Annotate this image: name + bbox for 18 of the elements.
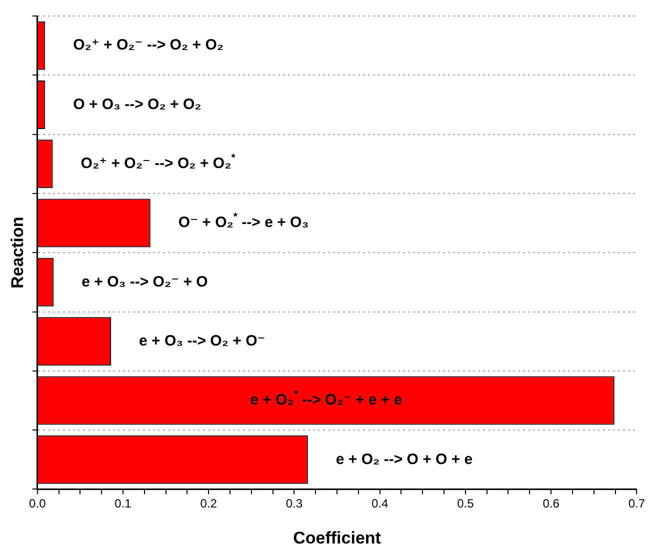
- x-tick-label: 0.7: [628, 496, 646, 511]
- x-tick-label: 0.6: [542, 496, 560, 511]
- x-axis-title: Coefficient: [293, 528, 382, 548]
- y-tick-label: O⁻ + O₂* --> e + O₃: [178, 210, 309, 232]
- x-tick-label: 0.4: [371, 496, 388, 511]
- x-tick-label: 0.5: [457, 496, 474, 511]
- x-tick-label: 0.0: [29, 496, 46, 511]
- y-tick-label: e + O₂* --> O₂⁻ + e + e: [250, 388, 402, 409]
- y-tick-label: e + O₃ --> O₂⁻ + O: [82, 273, 208, 290]
- y-tick-label: e + O₃ --> O₂ + O⁻: [139, 332, 266, 350]
- y-tick-label: e + O₂ --> O + O + e: [336, 450, 473, 468]
- y-axis-title: Reaction: [8, 216, 27, 288]
- y-tick-label: O₂⁺ + O₂⁻ --> O₂ + O₂: [73, 36, 224, 54]
- x-tick-label: 0.1: [114, 496, 132, 511]
- y-tick-label: O₂⁺ + O₂⁻ --> O₂ + O₂*: [80, 152, 236, 172]
- x-tick-label: 0.3: [286, 496, 303, 511]
- x-tick-label: 0.2: [200, 496, 218, 511]
- y-tick-label: O + O₃ --> O₂ + O₂: [73, 96, 202, 113]
